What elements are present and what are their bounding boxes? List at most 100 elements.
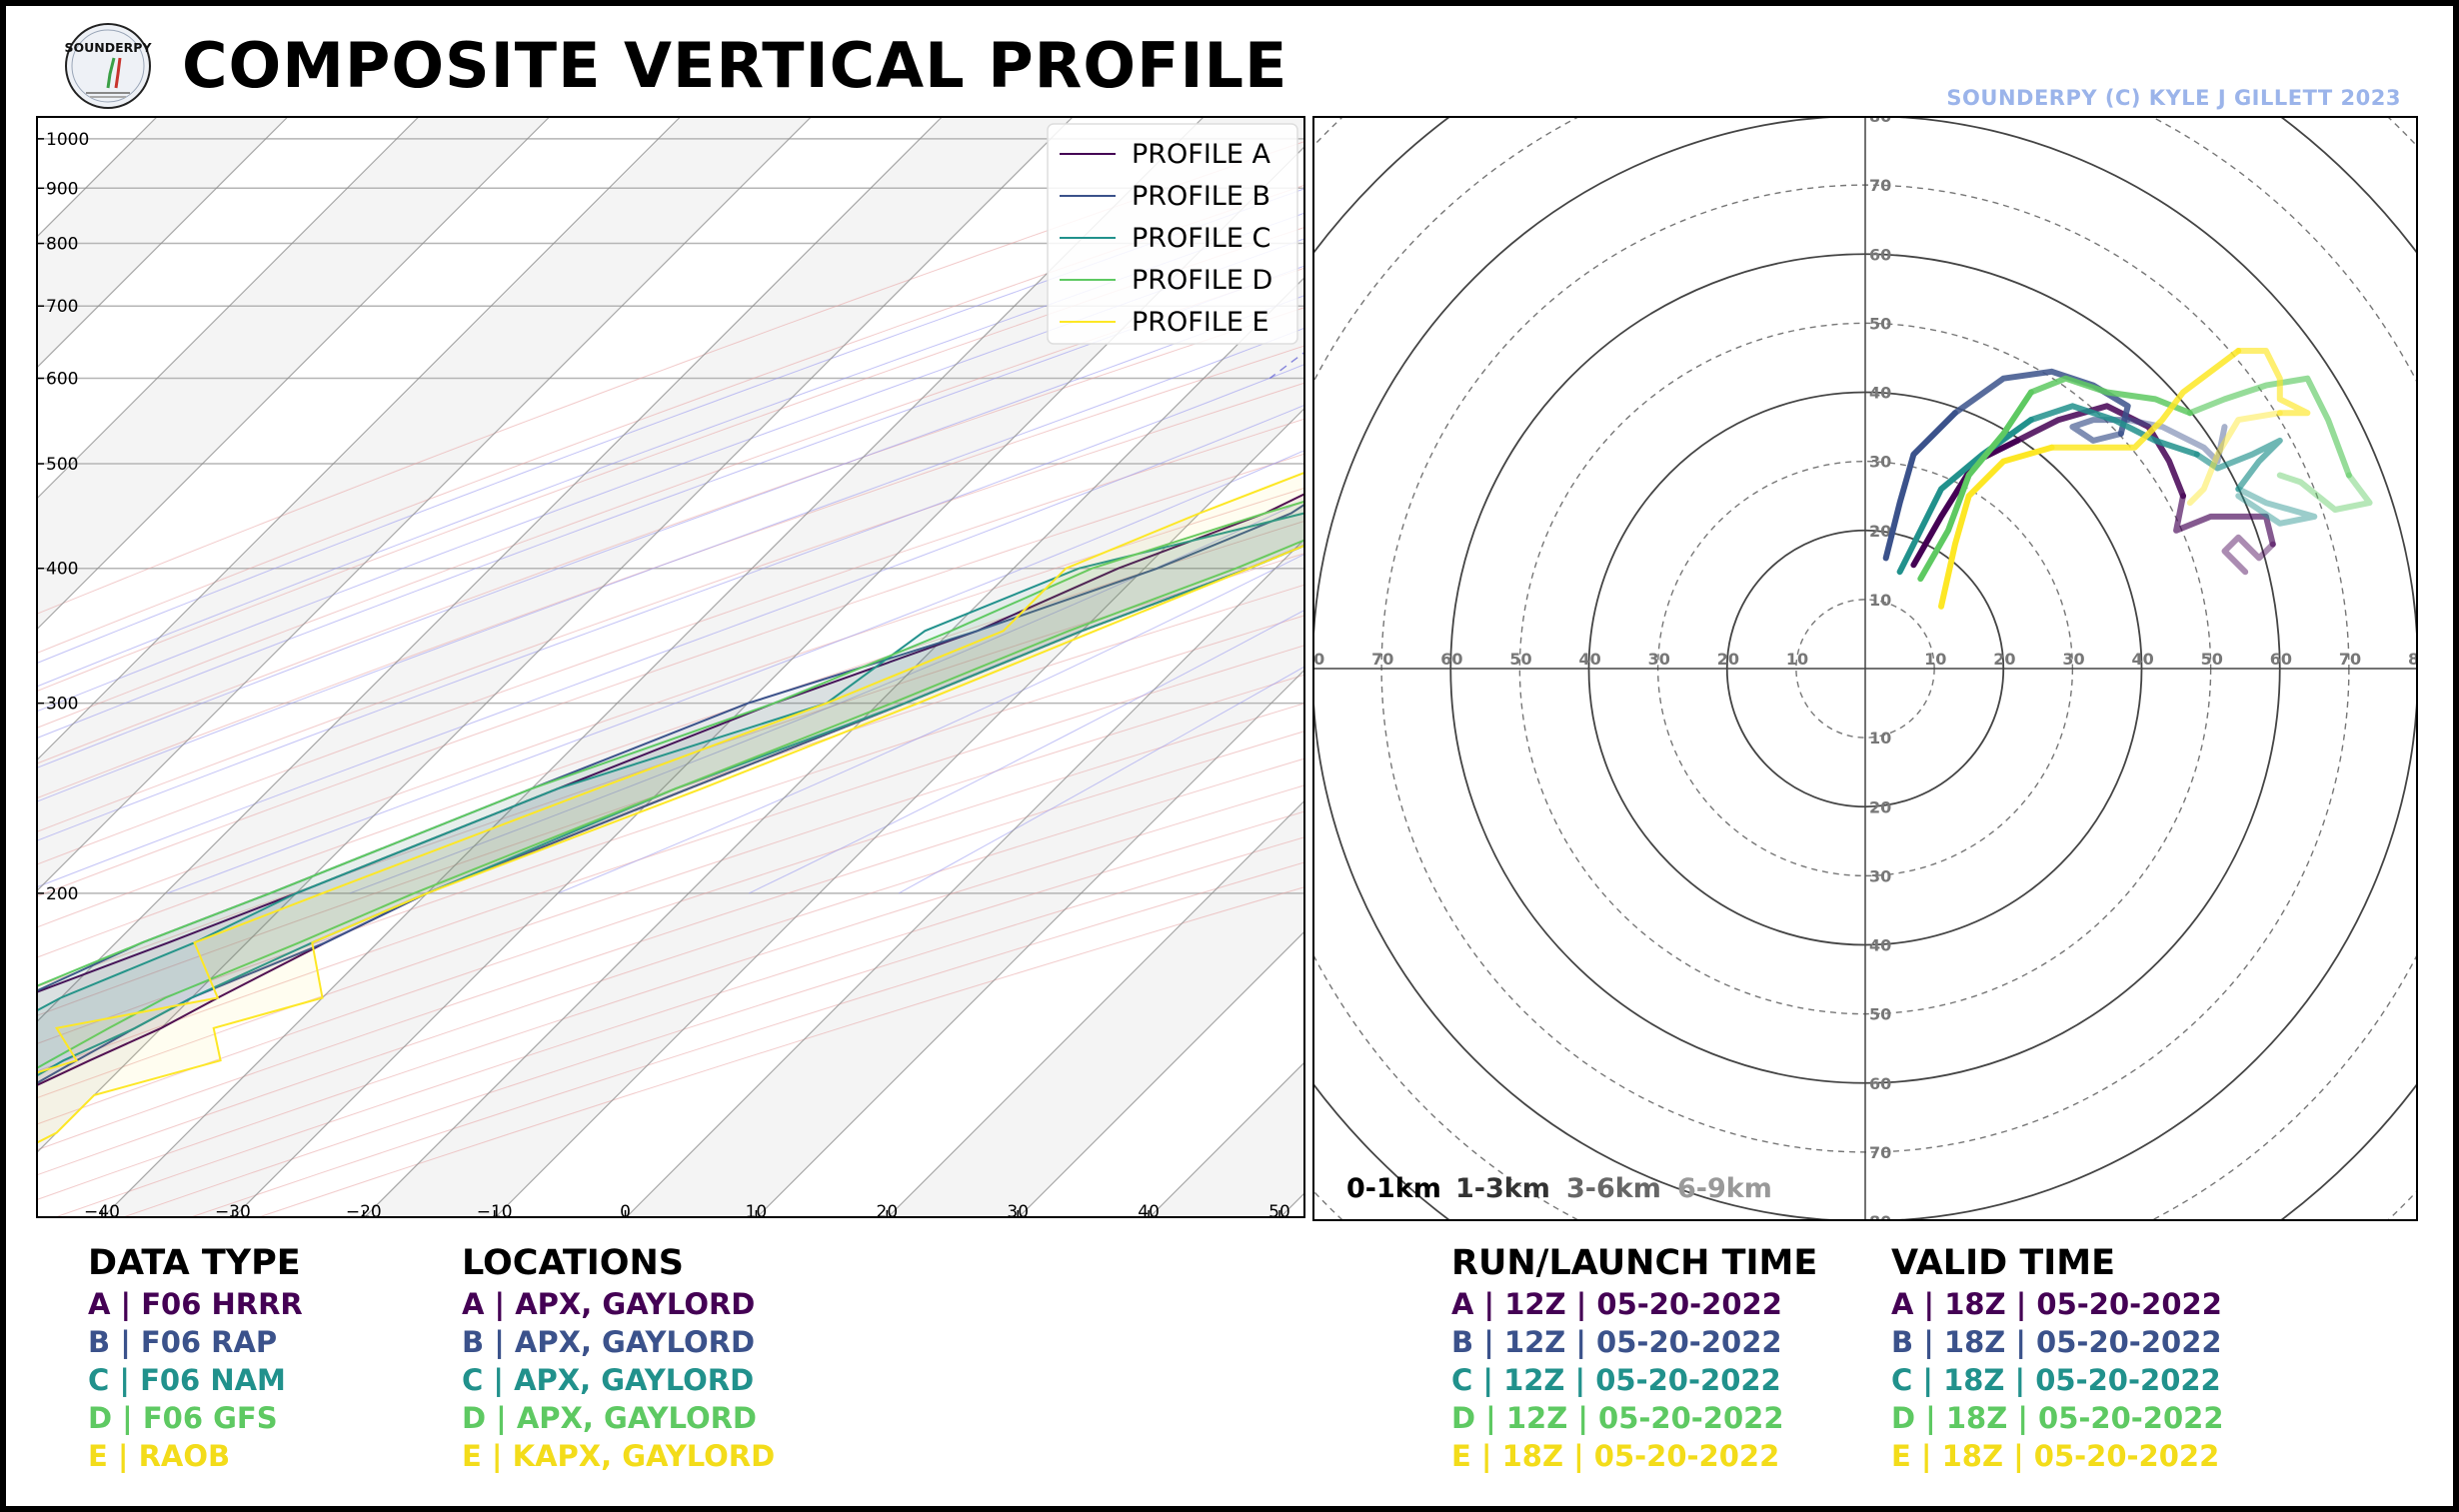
data-type-row-b: B | F06 RAP — [88, 1325, 278, 1359]
isotherm-line — [36, 116, 421, 501]
moist-adiabat-line — [36, 265, 1305, 740]
hodograph-ring-label: 70 — [2339, 650, 2361, 669]
pressure-tick-label: 800 — [46, 235, 78, 255]
temperature-tick-label: 50 — [1268, 1202, 1290, 1221]
locations-row-d: D | APX, GAYLORD — [462, 1401, 757, 1435]
valid-time-row-a: A | 18Z | 05-20-2022 — [1891, 1287, 2222, 1321]
temperature-tick-label: 20 — [877, 1202, 899, 1221]
info-data-type: DATA TYPE A | F06 HRRR B | F06 RAP C | F… — [88, 1241, 303, 1475]
profile-c-dewpoint-line — [36, 511, 1305, 1012]
dry-adiabat-line — [36, 644, 1305, 1072]
valid-time-row-e: E | 18Z | 05-20-2022 — [1891, 1439, 2220, 1473]
legend-box — [1047, 123, 1298, 345]
hodograph-ring-label: 10 — [1786, 650, 1808, 669]
run-time-row-c: C | 12Z | 05-20-2022 — [1451, 1363, 1781, 1397]
layer-label-0: 0-1km — [1346, 1173, 1441, 1204]
hodograph-trace-a — [2173, 493, 2276, 548]
layer-label-1: 1-3km — [1455, 1173, 1550, 1204]
hodograph-ring-label: 10 — [1869, 591, 1891, 610]
profile-e-fill — [36, 472, 1305, 1144]
dry-adiabat-line — [36, 615, 1305, 1045]
hodograph-trace-d — [2027, 375, 2193, 417]
hodograph-trace-e — [2048, 348, 2242, 451]
hodograph-ring-label: 80 — [1869, 116, 1891, 126]
data-type-row-c: C | F06 NAM — [88, 1363, 286, 1397]
temperature-tick-label: 0 — [620, 1202, 631, 1221]
info-run-time: RUN/LAUNCH TIME A | 12Z | 05-20-2022 B |… — [1451, 1241, 1817, 1475]
locations-row-b: B | APX, GAYLORD — [462, 1325, 756, 1359]
isotherm-line — [101, 116, 1206, 1218]
hodograph-trace-d — [2186, 375, 2352, 479]
hodograph-trace-b — [1882, 410, 1958, 562]
run-time-header: RUN/LAUNCH TIME — [1451, 1243, 1818, 1283]
hodograph-ring-label: 40 — [1869, 936, 1891, 955]
hodograph-ring-label: 70 — [1869, 176, 1891, 195]
profile-b-dewpoint-line — [36, 503, 1305, 992]
pressure-tick-label: 900 — [46, 179, 78, 199]
hodograph-ring-label: 30 — [1869, 453, 1891, 472]
profile-b-fill — [36, 504, 1305, 1084]
isotherm-line — [36, 116, 813, 893]
pressure-tick-label: 500 — [46, 455, 78, 475]
hodograph-trace-e — [2235, 348, 2311, 417]
moist-adiabat-line — [36, 294, 1305, 769]
moist-adiabat-line — [36, 212, 1305, 688]
pressure-tick-label: 200 — [46, 884, 78, 904]
hodograph-ring-label: 20 — [1717, 650, 1739, 669]
isotherm-line — [36, 116, 290, 370]
hodograph-ring-label: 80 — [1869, 1212, 1891, 1221]
hodograph-ring-label: 40 — [1869, 384, 1891, 403]
hodograph-ring-label: 60 — [1869, 1074, 1891, 1093]
legend-label-a: PROFILE A — [1132, 139, 1270, 170]
legend-label-e: PROFILE E — [1132, 307, 1269, 338]
locations-row-c: C | APX, GAYLORD — [462, 1363, 755, 1397]
hodograph-ring-label: 30 — [2062, 650, 2084, 669]
hodograph-ring-label: 10 — [1924, 650, 1946, 669]
temperature-tick-label: 30 — [1007, 1202, 1029, 1221]
dry-adiabat-line — [36, 702, 1305, 1125]
moist-adiabat-line — [36, 237, 1305, 713]
locations-row-a: A | APX, GAYLORD — [462, 1287, 756, 1321]
hodograph-ring-label: 30 — [1869, 866, 1891, 885]
hodograph-ring-label: 40 — [2132, 650, 2154, 669]
isotherm-line — [886, 798, 1305, 1218]
figure-canvas: SOUNDERPY COMPOSITE VERTICAL PROFILE SOU… — [6, 6, 2453, 1506]
profile-c-fill — [36, 513, 1305, 1076]
hodograph-ring-label: 50 — [1869, 314, 1891, 333]
temperature-tick-label: −10 — [477, 1202, 513, 1221]
profile-e-temperature-line — [36, 544, 1305, 1145]
hodograph-frame — [1312, 116, 2418, 1221]
valid-time-header: VALID TIME — [1891, 1243, 2115, 1283]
dry-adiabat-line — [36, 382, 1305, 833]
temperature-tick-label: 10 — [746, 1202, 768, 1221]
temperature-tick-label: −40 — [84, 1202, 120, 1221]
moist-adiabat-line — [36, 363, 1305, 842]
locations-row-e: E | KAPX, GAYLORD — [462, 1439, 776, 1473]
legend-label-d: PROFILE D — [1132, 265, 1272, 296]
pressure-tick-label: 300 — [46, 695, 78, 715]
hodograph-ring-label: 10 — [1869, 729, 1891, 748]
valid-time-row-b: B | 18Z | 05-20-2022 — [1891, 1325, 2222, 1359]
hodograph-trace-d — [1917, 389, 2034, 583]
pressure-tick-label: 400 — [46, 560, 78, 580]
dry-adiabat-line — [36, 674, 1305, 1099]
dry-adiabat-line — [36, 730, 1305, 1151]
isotherm-line — [494, 406, 1305, 1218]
isotherm-line — [756, 668, 1305, 1218]
hodograph-ring-label: 80 — [1312, 650, 1324, 669]
logo-text: SOUNDERPY — [65, 40, 153, 55]
hodograph-ring-label: 60 — [2270, 650, 2292, 669]
isotherm-line — [1017, 929, 1305, 1218]
pressure-tick-label: 1000 — [46, 130, 89, 150]
temperature-tick-label: −20 — [346, 1202, 382, 1221]
moist-adiabat-line — [36, 404, 1305, 888]
profile-d-fill — [36, 501, 1305, 1069]
credit-text: SOUNDERPY (C) KYLE J GILLETT 2023 — [1946, 86, 2401, 110]
hodograph-ring-label: 50 — [1509, 650, 1531, 669]
valid-time-row-c: C | 18Z | 05-20-2022 — [1891, 1363, 2221, 1397]
moist-adiabat-line — [748, 609, 1305, 894]
hodograph-trace-a — [2221, 534, 2276, 576]
legend-label-b: PROFILE B — [1132, 181, 1270, 212]
hodograph-ring-label: 70 — [1869, 1143, 1891, 1162]
